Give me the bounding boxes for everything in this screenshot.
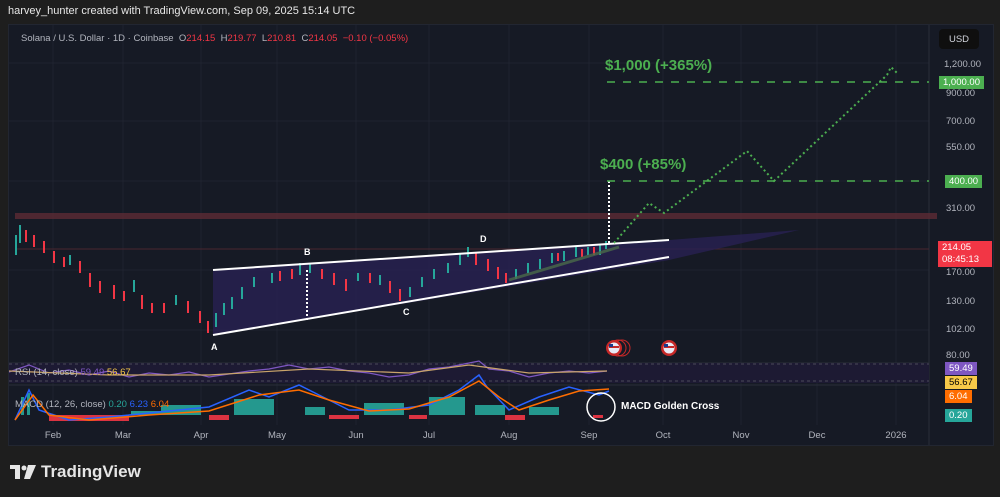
rsi-legend[interactable]: RSI (14, close) 59.49 56.67 <box>15 367 131 378</box>
price-tick: 310.00 <box>946 203 976 214</box>
tradingview-logo[interactable]: TradingView <box>10 462 141 482</box>
price-tick: 550.00 <box>946 142 976 153</box>
macd-golden-cross-label: MACD Golden Cross <box>621 401 720 412</box>
time-tick: Apr <box>193 430 209 441</box>
time-tick: Oct <box>655 430 671 441</box>
chart-credit: harvey_hunter created with TradingView.c… <box>8 5 356 17</box>
point-d-label: D <box>480 234 487 244</box>
macd-legend[interactable]: MACD (12, 26, close) 0.20 6.23 6.04 <box>15 399 170 410</box>
time-tick: Aug <box>500 430 518 441</box>
open-value: 214.15 <box>186 33 216 44</box>
golden-cross-circle <box>586 392 616 422</box>
rsi-ma-badge: 56.67 <box>945 376 977 389</box>
us-event-flag-icon <box>606 339 631 357</box>
currency-button[interactable]: USD <box>939 29 979 49</box>
bar-countdown: 08:45:13 <box>942 254 979 265</box>
time-tick: Jun <box>348 430 364 441</box>
time-tick: Mar <box>114 430 132 441</box>
low-value: 210.81 <box>267 33 297 44</box>
symbol-legend[interactable]: Solana / U.S. Dollar · 1D · Coinbase O21… <box>21 33 409 44</box>
macd-hist-badge: 0.20 <box>945 409 972 422</box>
time-tick: Nov <box>732 430 750 441</box>
price-tick: 102.00 <box>946 324 976 335</box>
high-value: 219.77 <box>227 33 257 44</box>
symbol-name: Solana / U.S. Dollar · 1D · Coinbase <box>21 33 174 44</box>
target-high-label: $1,000 (+365%) <box>605 57 713 74</box>
price-tick: 130.00 <box>946 296 976 307</box>
macd-signal-badge: 6.04 <box>945 390 972 403</box>
time-tick: Dec <box>808 430 826 441</box>
point-b-label: B <box>304 247 311 257</box>
target-1000-badge: 1,000.00 <box>939 76 984 89</box>
candles <box>15 225 607 333</box>
current-price-badge: 214.05 08:45:13 <box>938 241 992 267</box>
chart-panel[interactable]: Solana / U.S. Dollar · 1D · Coinbase O21… <box>8 24 994 446</box>
price-tick: 700.00 <box>946 116 976 127</box>
target-400-badge: 400.00 <box>945 175 983 188</box>
time-tick: Feb <box>44 430 62 441</box>
time-tick: 2026 <box>885 430 907 441</box>
point-a-label: A <box>211 342 218 352</box>
price-tick: 80.00 <box>946 350 970 361</box>
tradingview-logo-icon <box>10 465 36 479</box>
change-value: −0.10 (−0.05%) <box>342 33 409 44</box>
time-tick: May <box>268 430 286 441</box>
wedge-lower-line <box>212 256 670 336</box>
point-c-label: C <box>403 307 410 317</box>
target-low-label: $400 (+85%) <box>600 156 687 173</box>
price-tick: 170.00 <box>946 267 976 278</box>
close-value: 214.05 <box>308 33 338 44</box>
rsi-badge: 59.49 <box>945 362 977 375</box>
time-tick: Jul <box>422 430 436 441</box>
price-tick: 900.00 <box>946 88 976 99</box>
wedge-upper-line <box>212 239 670 271</box>
projection-path <box>613 65 898 244</box>
us-event-flag-icon <box>661 340 677 356</box>
time-tick: Sep <box>580 430 598 441</box>
price-tick: 1,200.00 <box>944 59 981 70</box>
price-chart-canvas[interactable] <box>9 25 993 445</box>
